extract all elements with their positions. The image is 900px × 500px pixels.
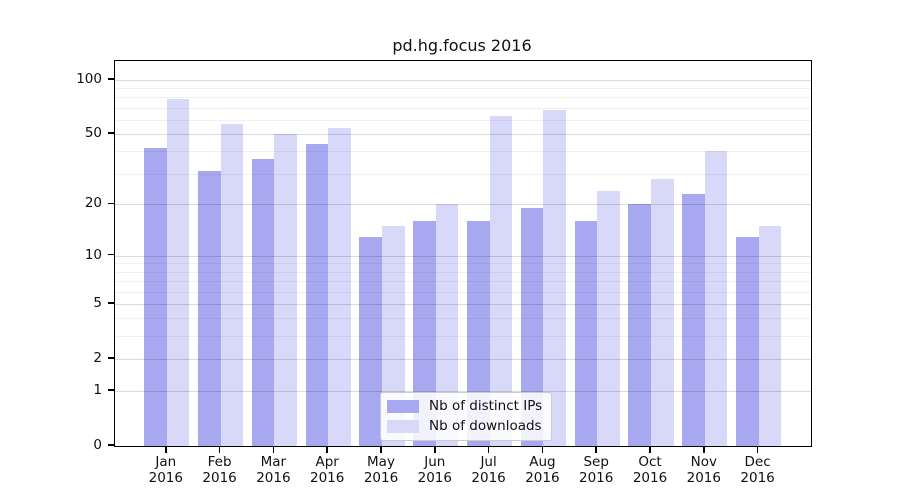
gridline-90 [115, 88, 811, 90]
gridline-70 [115, 107, 811, 109]
legend-item-downloads: Nb of downloads [387, 418, 542, 434]
legend-swatch-distinct-ips [387, 399, 419, 413]
gridline-1 [115, 391, 811, 392]
y-tick-label-50: 50 [84, 125, 102, 142]
x-tick-mark [703, 446, 705, 453]
y-tick-mark [107, 253, 114, 256]
x-tick-label-apr: Apr 2016 [310, 454, 345, 486]
legend: Nb of distinct IPs Nb of downloads [380, 392, 553, 441]
x-tick-mark [326, 446, 328, 453]
bar-downloads-jan [166, 99, 190, 446]
bar-distinct-ips-jun [413, 221, 436, 446]
gridline-20 [115, 204, 811, 206]
gridline-30 [115, 173, 811, 175]
y-tick-label-2: 2 [93, 349, 102, 366]
y-tick-mark [107, 357, 114, 359]
y-tick-label-100: 100 [76, 70, 102, 87]
bar-downloads-nov [704, 151, 728, 446]
bar-distinct-ips-nov [682, 193, 705, 446]
bar-distinct-ips-mar [251, 159, 275, 446]
gridline-9 [115, 263, 811, 265]
gridline-50 [115, 134, 811, 136]
bar-downloads-mar [274, 134, 297, 446]
x-tick-label-sep: Sep 2016 [579, 454, 614, 486]
x-tick-mark [218, 446, 221, 453]
gridline-100 [115, 79, 811, 81]
x-tick-label-oct: Oct 2016 [632, 454, 668, 486]
x-tick-label-jan: Jan 2016 [148, 454, 183, 486]
y-tick-label-10: 10 [84, 246, 102, 263]
legend-label-downloads: Nb of downloads [429, 418, 542, 434]
bar-distinct-ips-may [359, 236, 382, 446]
legend-item-distinct-ips: Nb of distinct IPs [387, 398, 542, 414]
y-tick-mark [107, 389, 114, 391]
bar-distinct-ips-apr [305, 143, 329, 446]
y-tick-mark [107, 444, 114, 446]
x-tick-label-nov: Nov 2016 [686, 454, 721, 486]
bar-downloads-may [382, 226, 405, 446]
y-tick-label-20: 20 [84, 195, 102, 212]
y-tick-label-5: 5 [93, 294, 102, 311]
y-tick-mark [107, 78, 114, 80]
gridline-10 [115, 255, 811, 257]
bar-downloads-sep [597, 190, 620, 446]
bar-distinct-ips-feb [198, 171, 221, 446]
y-tick-mark [107, 302, 114, 304]
bar-distinct-ips-sep [574, 221, 598, 446]
x-tick-mark [165, 446, 167, 453]
bar-downloads-dec [758, 226, 782, 446]
x-tick-mark [756, 446, 759, 453]
x-tick-label-jun: Jun 2016 [417, 454, 452, 486]
bar-distinct-ips-dec [736, 236, 759, 446]
y-tick-mark [107, 132, 114, 134]
gridline-60 [115, 119, 811, 121]
chart-title: pd.hg.focus 2016 [392, 36, 532, 55]
x-tick-label-aug: Aug 2016 [525, 454, 560, 486]
x-tick-mark [434, 446, 436, 453]
gridline-6 [115, 291, 811, 293]
x-tick-mark [487, 446, 490, 453]
x-tick-mark [595, 446, 597, 453]
legend-swatch-downloads [387, 419, 419, 433]
bar-distinct-ips-jan [144, 147, 167, 446]
x-tick-label-jul: Jul 2016 [471, 454, 506, 486]
x-tick-label-mar: Mar 2016 [256, 454, 291, 486]
x-tick-label-may: May 2016 [363, 454, 399, 486]
plot-area [114, 60, 812, 447]
gridline-80 [115, 97, 811, 99]
bar-downloads-oct [651, 178, 674, 446]
x-tick-mark [649, 446, 651, 453]
y-tick-mark [107, 202, 114, 205]
x-tick-label-feb: Feb 2016 [202, 454, 237, 486]
bar-downloads-aug [543, 110, 566, 446]
bar-distinct-ips-jul [467, 221, 490, 446]
gridline-4 [115, 318, 811, 320]
bar-downloads-feb [220, 123, 244, 446]
bar-distinct-ips-oct [628, 204, 651, 446]
y-tick-label-1: 1 [93, 382, 102, 398]
x-tick-mark [272, 446, 275, 453]
bar-downloads-apr [328, 128, 351, 446]
bar-downloads-jul [489, 116, 513, 446]
gridline-5 [115, 303, 811, 305]
x-tick-mark [380, 446, 382, 453]
x-tick-label-dec: Dec 2016 [740, 454, 775, 486]
x-tick-mark [541, 446, 544, 453]
y-tick-label-0: 0 [93, 437, 102, 453]
gridline-2 [115, 358, 811, 360]
bar-downloads-jun [435, 204, 459, 446]
gridline-40 [115, 151, 811, 153]
gridline-3 [115, 336, 811, 337]
gridline-7 [115, 281, 811, 282]
legend-label-distinct-ips: Nb of distinct IPs [429, 398, 543, 414]
gridline-8 [115, 271, 811, 273]
bar-distinct-ips-aug [520, 208, 544, 446]
